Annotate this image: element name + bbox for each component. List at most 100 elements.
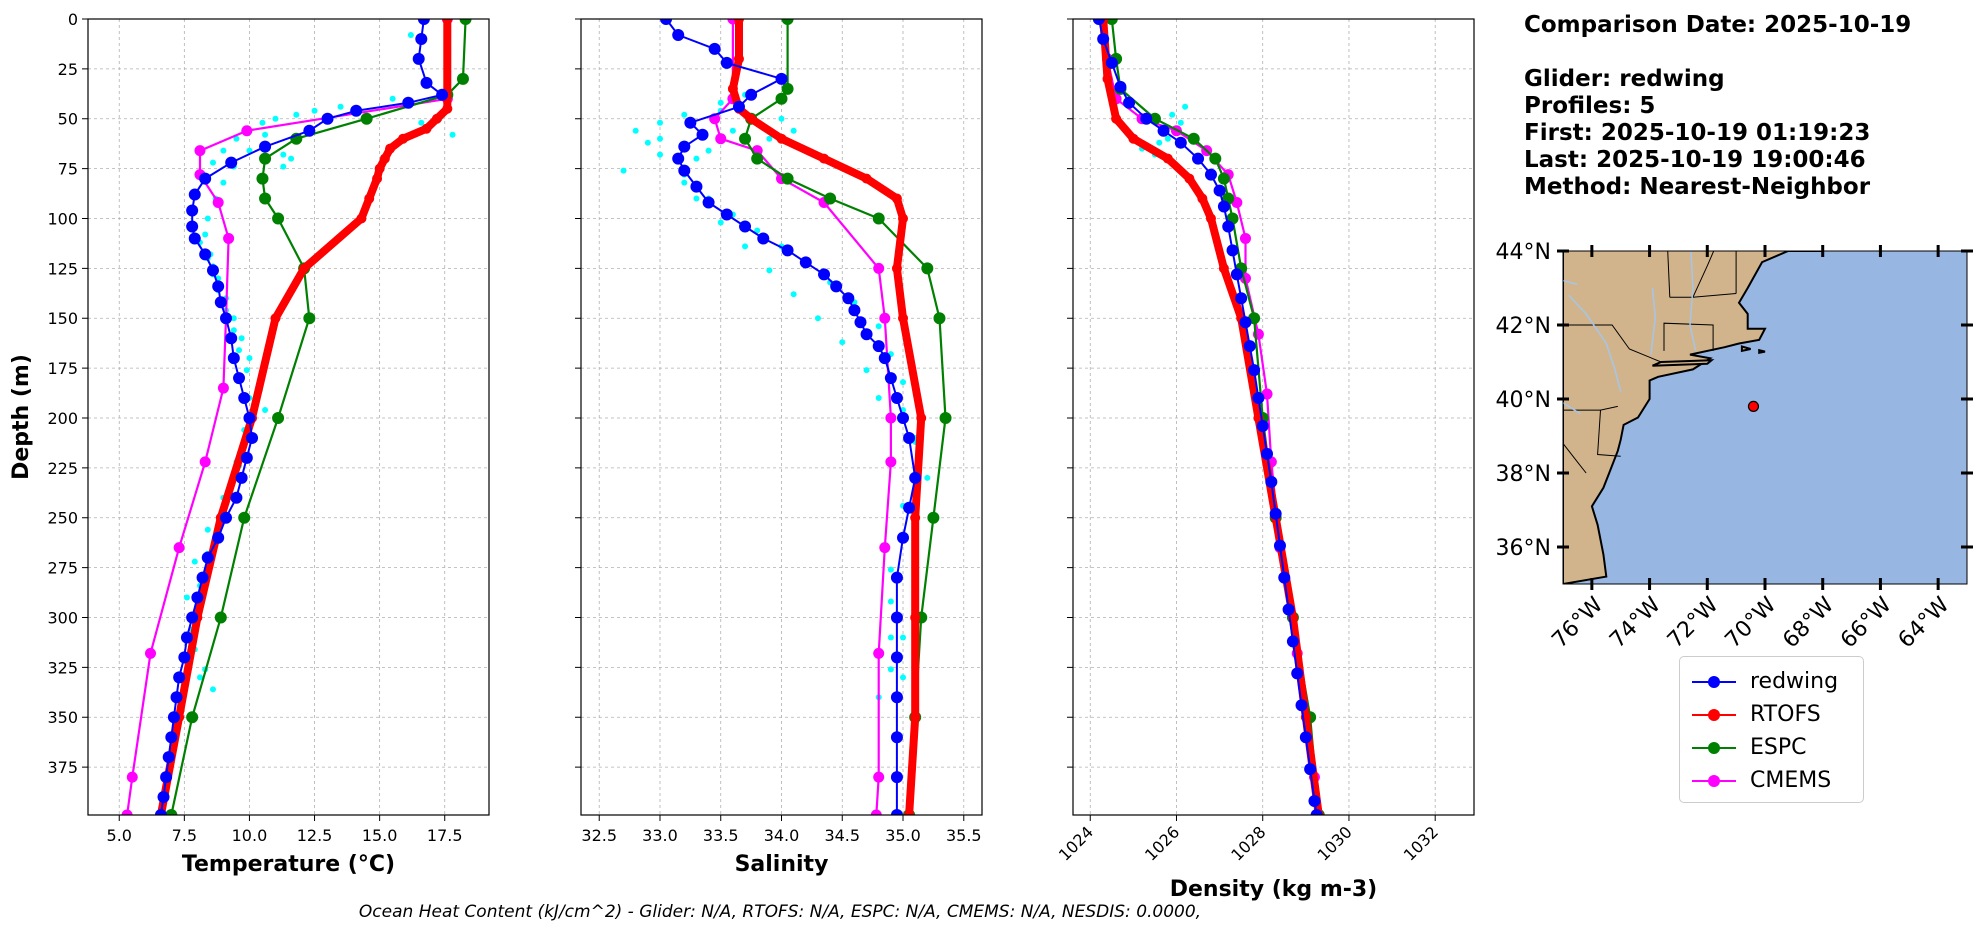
series-point-espc xyxy=(256,172,269,185)
series-point-redwing xyxy=(672,28,685,41)
series-point-redwing xyxy=(1157,124,1170,137)
series-point-redwing xyxy=(1278,571,1291,584)
series-point-rtofs xyxy=(746,113,757,124)
glider-raw-point xyxy=(236,347,243,354)
series-point-cmems xyxy=(212,197,224,209)
series-point-rtofs xyxy=(1205,213,1216,224)
legend-swatch xyxy=(1692,672,1736,692)
series-point-redwing xyxy=(1248,364,1261,377)
series-point-espc xyxy=(781,19,794,25)
glider-raw-point xyxy=(220,179,227,186)
series-point-cmems xyxy=(873,262,885,274)
glider-raw-point xyxy=(1164,135,1171,142)
series-line-redwing xyxy=(1097,19,1318,815)
series-point-rtofs xyxy=(1197,193,1208,204)
glider-raw-point xyxy=(900,634,907,641)
y-tick-label: 100 xyxy=(47,209,78,228)
series-point-redwing xyxy=(672,152,685,165)
info-panel: Comparison Date: 2025-10-19 Glider: redw… xyxy=(1524,12,1911,201)
series-point-redwing xyxy=(1291,667,1304,680)
series-point-redwing xyxy=(178,651,191,664)
series-point-redwing xyxy=(818,268,831,281)
series-point-redwing xyxy=(745,88,758,101)
glider-raw-point xyxy=(754,227,761,234)
series-point-redwing xyxy=(799,256,812,269)
series-point-espc xyxy=(186,711,199,724)
glider-raw-point xyxy=(693,195,700,202)
x-tick-label: 1032 xyxy=(1400,822,1442,864)
series-point-redwing xyxy=(240,451,253,464)
series-point-cmems xyxy=(126,771,138,783)
series-point-redwing xyxy=(1192,152,1205,165)
series-point-redwing xyxy=(678,164,691,177)
map-border xyxy=(1563,443,1587,474)
glider-raw-point xyxy=(418,119,425,126)
series-point-redwing xyxy=(243,411,256,424)
series-group xyxy=(1092,19,1325,815)
x-tick-label: 34.0 xyxy=(764,826,800,845)
glider-raw-point xyxy=(209,686,216,693)
map-lon-label: 68°W xyxy=(1778,592,1839,653)
glider-raw-point xyxy=(766,267,773,274)
glider-raw-point xyxy=(681,179,688,186)
series-point-redwing xyxy=(1286,635,1299,648)
series-point-redwing xyxy=(1222,220,1235,233)
series-point-redwing xyxy=(233,372,246,385)
series-point-cmems xyxy=(879,542,891,554)
series-point-rtofs xyxy=(891,263,902,274)
series-point-redwing xyxy=(220,511,233,524)
series-point-espc xyxy=(165,809,178,815)
series-point-redwing xyxy=(903,431,916,444)
map-border xyxy=(1692,251,1715,298)
series-point-rtofs xyxy=(385,143,396,154)
series-point-cmems xyxy=(199,456,211,468)
series-point-cmems xyxy=(870,809,882,815)
map-lat-label: 38°N xyxy=(1496,462,1551,487)
series-point-redwing xyxy=(436,88,449,101)
series-point-redwing xyxy=(186,220,199,233)
map-island xyxy=(1652,359,1715,367)
axes-frame xyxy=(1072,18,1475,816)
series-point-redwing xyxy=(890,611,903,624)
glider-raw-point xyxy=(280,151,287,158)
series-point-espc xyxy=(933,312,946,325)
glider-raw-point xyxy=(887,598,894,605)
series-point-espc xyxy=(1217,172,1230,185)
series-point-espc xyxy=(739,132,752,145)
glider-raw-point xyxy=(900,379,907,386)
legend: redwing RTOFS ESPC CMEMS xyxy=(1679,656,1864,803)
glider-raw-point xyxy=(449,131,456,138)
series-point-espc xyxy=(360,112,373,125)
glider-raw-point xyxy=(337,103,344,110)
series-point-espc xyxy=(303,312,316,325)
series-point-redwing xyxy=(238,392,251,405)
series-point-redwing xyxy=(154,809,167,815)
series-point-redwing xyxy=(890,691,903,704)
series-point-redwing xyxy=(842,292,855,305)
series-point-redwing xyxy=(206,264,219,277)
series-point-espc xyxy=(259,192,272,205)
legend-entry-redwing: redwing xyxy=(1692,665,1851,698)
glider-raw-point xyxy=(620,167,627,174)
first-time: First: 2025-10-19 01:19:23 xyxy=(1524,120,1871,146)
series-point-redwing xyxy=(781,244,794,257)
glider-raw-point xyxy=(790,291,797,298)
series-point-redwing xyxy=(1114,80,1127,93)
series-point-redwing xyxy=(1239,316,1252,329)
series-point-redwing xyxy=(739,220,752,233)
map-lon-label: 70°W xyxy=(1721,592,1782,653)
series-point-redwing xyxy=(1261,447,1274,460)
series-point-espc xyxy=(781,82,794,95)
series-point-redwing xyxy=(696,128,709,141)
series-point-espc xyxy=(872,212,885,225)
series-point-redwing xyxy=(1273,539,1286,552)
series-point-espc xyxy=(238,511,251,524)
glider-raw-point xyxy=(1177,119,1184,126)
chart-panel-2: 1024 1026 1028 1030 1032 Density (kg m-3) xyxy=(1055,18,1475,902)
glider-raw-point xyxy=(887,566,894,573)
glider-raw-point xyxy=(717,99,724,106)
series-point-espc xyxy=(775,92,788,105)
legend-swatch xyxy=(1692,705,1736,725)
series-point-redwing xyxy=(180,631,193,644)
y-tick-label: 350 xyxy=(47,708,78,727)
